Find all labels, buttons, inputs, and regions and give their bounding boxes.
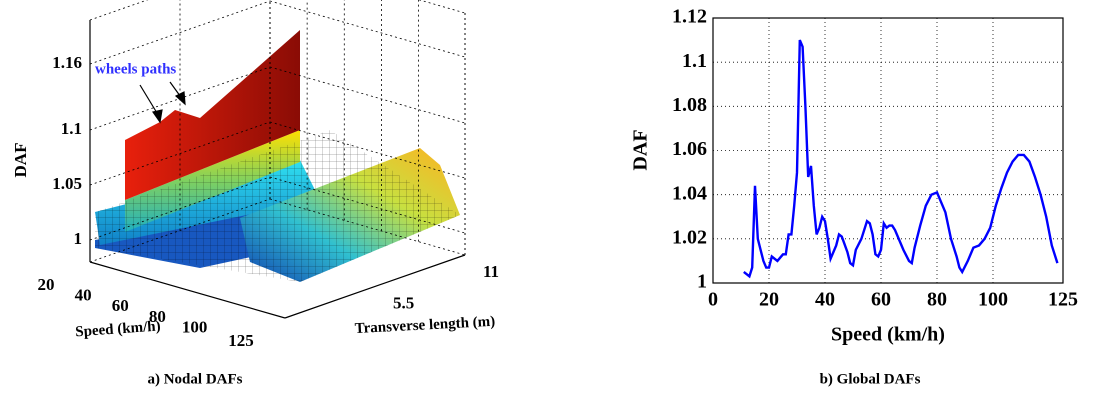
y-axis bbox=[284, 254, 466, 319]
y-tick-label: 1.08 bbox=[672, 94, 707, 116]
z-tick-label: 1.05 bbox=[52, 174, 82, 193]
y-axis-label: Transverse length (m) bbox=[354, 314, 495, 337]
y-tick-label: 1.04 bbox=[672, 182, 707, 204]
frame-edge bbox=[418, 0, 466, 14]
z-tick-label: 1.16 bbox=[52, 53, 82, 72]
global-panel: DAF Speed (km/h) b) Global DAFs 1 1.02 1.0… bbox=[630, 6, 1078, 388]
x-tick-label: 100 bbox=[182, 318, 208, 337]
x-tick-label: 125 bbox=[228, 331, 254, 350]
grid-line bbox=[269, 176, 466, 234]
y-tick-label: 1 bbox=[697, 271, 707, 293]
z-tick-label: 1 bbox=[74, 229, 83, 248]
panel-caption: a) Nodal DAFs bbox=[147, 371, 242, 387]
y-tick-label: 1.06 bbox=[672, 138, 707, 160]
x-tick-label: 125 bbox=[1048, 289, 1078, 311]
x-tick-label: 80 bbox=[927, 289, 947, 311]
x-tick-label: 100 bbox=[978, 289, 1008, 311]
x-tick-label: 20 bbox=[759, 289, 779, 311]
x-tick-label: 60 bbox=[112, 296, 129, 315]
plot-frame bbox=[712, 17, 1064, 284]
surface-decoration bbox=[95, 30, 460, 282]
grid-line bbox=[269, 121, 466, 179]
arrow-head bbox=[151, 109, 163, 124]
y-tick-label: 1.1 bbox=[682, 50, 707, 72]
x-tick-label: 40 bbox=[75, 286, 92, 305]
y-axis-label: DAF bbox=[630, 129, 652, 170]
x-tick-label: 80 bbox=[149, 307, 166, 326]
grid-line bbox=[89, 0, 271, 65]
y-tick-label: 1.12 bbox=[672, 6, 707, 28]
grid-line bbox=[89, 66, 271, 131]
x-axis-label: Speed (km/h) bbox=[831, 324, 945, 346]
y-tick-label: 5.5 bbox=[393, 293, 414, 312]
x-axis bbox=[89, 261, 286, 319]
data-line bbox=[743, 39, 1059, 279]
frame-edge bbox=[89, 0, 149, 21]
x-tick-label: 60 bbox=[871, 289, 891, 311]
x-tick-label: 40 bbox=[815, 289, 835, 311]
panel-caption: b) Global DAFs bbox=[820, 371, 921, 387]
frame-edge bbox=[269, 198, 466, 256]
nodal-panel: wheels paths DAF Speed (km/h) Transverse… bbox=[11, 0, 499, 387]
annotation: wheels paths bbox=[95, 61, 176, 77]
y-tick-label: 1.02 bbox=[672, 226, 707, 248]
z-tick-label: 1.1 bbox=[61, 119, 82, 138]
y-tick-label: 11 bbox=[483, 262, 499, 281]
z-axis-label: DAF bbox=[11, 143, 30, 178]
grid-line bbox=[269, 0, 466, 58]
surface-patch bbox=[125, 30, 300, 200]
grid-line bbox=[269, 66, 466, 124]
x-tick-label: 20 bbox=[38, 275, 55, 294]
surface-mesh bbox=[95, 130, 460, 282]
x-axis-label: Speed (km/h) bbox=[75, 318, 161, 340]
x-tick-label: 0 bbox=[708, 289, 718, 311]
